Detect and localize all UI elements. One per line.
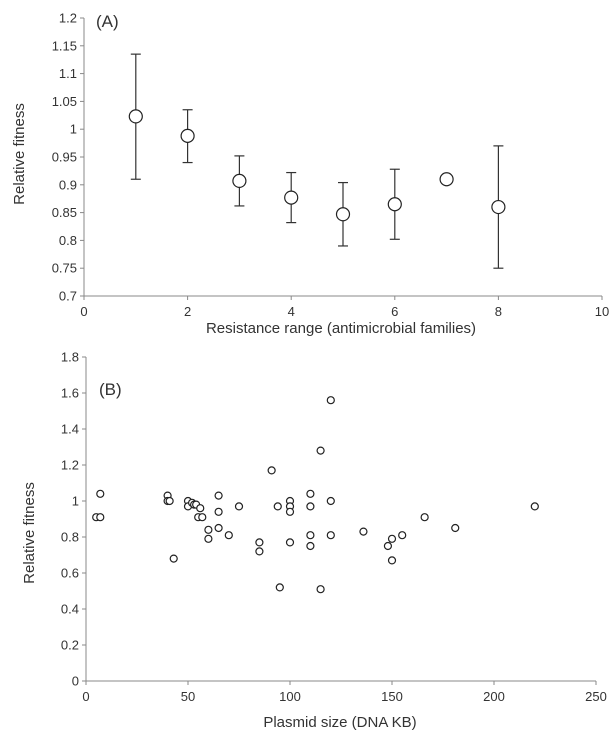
y-tick-label-a: 0.75 (52, 261, 77, 276)
data-point (451, 523, 460, 533)
y-tick-label-a: 1.1 (59, 66, 77, 81)
y-tick-label-a: 1.05 (52, 94, 77, 109)
y-tick-label-b: 1.6 (61, 386, 79, 401)
chart-panel-a: (A) Resistance range (antimicrobial fami… (11, 11, 609, 338)
data-point (96, 513, 105, 522)
data-point (316, 585, 325, 594)
y-tick-label-a: 0.95 (52, 150, 77, 165)
y-tick-label-a: 1 (70, 122, 77, 137)
data-point (306, 502, 315, 511)
data-point (326, 496, 335, 506)
y-tick-label-a: 0.85 (52, 205, 77, 220)
chart-panel-b: (B) Plasmid size (DNA KB) Relative fitne… (21, 350, 607, 732)
data-point (387, 197, 402, 212)
y-tick-label-a: 0.8 (59, 233, 77, 248)
x-tick-label-a: 0 (80, 304, 87, 319)
y-tick-label-b: 0.6 (61, 566, 79, 581)
x-tick-label-a: 6 (391, 304, 398, 319)
data-point (232, 173, 247, 189)
data-point (214, 523, 223, 533)
data-point (255, 538, 264, 547)
data-point (255, 547, 264, 556)
data-point (169, 554, 178, 563)
x-tick-label-a: 2 (184, 304, 191, 319)
data-point (234, 502, 244, 511)
data-point (383, 541, 393, 551)
x-tick-label-b: 50 (181, 689, 195, 704)
data-point (316, 446, 325, 455)
x-axis-label-b: Plasmid size (DNA KB) (263, 714, 416, 731)
y-axis-label-a: Relative fitness (11, 103, 28, 205)
data-point (306, 531, 315, 540)
data-point (530, 502, 539, 511)
data-point (387, 534, 397, 543)
data-point (335, 207, 351, 222)
y-tick-label-a: 1.2 (59, 11, 77, 26)
data-point (398, 531, 407, 540)
x-tick-label-a: 8 (495, 304, 502, 319)
y-tick-label-b: 1.8 (61, 350, 79, 365)
x-tick-label-b: 100 (279, 689, 301, 704)
data-point (285, 538, 295, 547)
data-point (439, 172, 454, 187)
y-tick-label-b: 1.2 (61, 458, 79, 473)
x-tick-label-b: 150 (381, 689, 403, 704)
data-point (224, 531, 233, 540)
x-tick-label-b: 200 (483, 689, 505, 704)
y-tick-label-a: 0.7 (59, 289, 77, 304)
data-point (420, 513, 429, 522)
y-tick-label-b: 0 (72, 674, 79, 689)
y-tick-label-b: 0.2 (61, 638, 79, 653)
data-point (267, 466, 276, 475)
y-tick-label-b: 0.8 (61, 530, 79, 545)
y-tick-label-a: 0.9 (59, 177, 77, 192)
data-point (306, 541, 315, 551)
data-point (214, 507, 223, 516)
data-point (326, 396, 335, 405)
data-point (491, 199, 506, 215)
y-tick-label-a: 1.15 (52, 38, 77, 53)
y-tick-label-b: 1 (72, 494, 79, 509)
y-tick-label-b: 0.4 (61, 602, 79, 617)
panel-label-a: (A) (96, 12, 119, 31)
x-tick-label-b: 0 (82, 689, 89, 704)
data-point (275, 583, 284, 592)
data-point (96, 489, 105, 498)
x-tick-label-a: 4 (288, 304, 295, 319)
data-point (180, 128, 195, 143)
data-point (196, 504, 205, 513)
data-point (204, 525, 213, 534)
panel-label-b: (B) (99, 380, 122, 399)
x-tick-label-a: 10 (595, 304, 609, 319)
data-point (284, 190, 299, 205)
data-point (214, 491, 223, 500)
data-point (326, 531, 335, 540)
data-point (198, 513, 207, 522)
data-point (165, 496, 174, 506)
data-point (306, 489, 315, 498)
data-point (273, 502, 282, 511)
y-axis-label-b: Relative fitness (21, 482, 38, 584)
data-point (387, 556, 397, 565)
x-tick-label-b: 250 (585, 689, 607, 704)
x-axis-label-a: Resistance range (antimicrobial families… (206, 320, 476, 337)
data-point (359, 527, 368, 536)
y-tick-label-b: 1.4 (61, 422, 79, 437)
data-point (204, 534, 213, 543)
data-point (285, 507, 295, 516)
data-point (128, 109, 143, 124)
